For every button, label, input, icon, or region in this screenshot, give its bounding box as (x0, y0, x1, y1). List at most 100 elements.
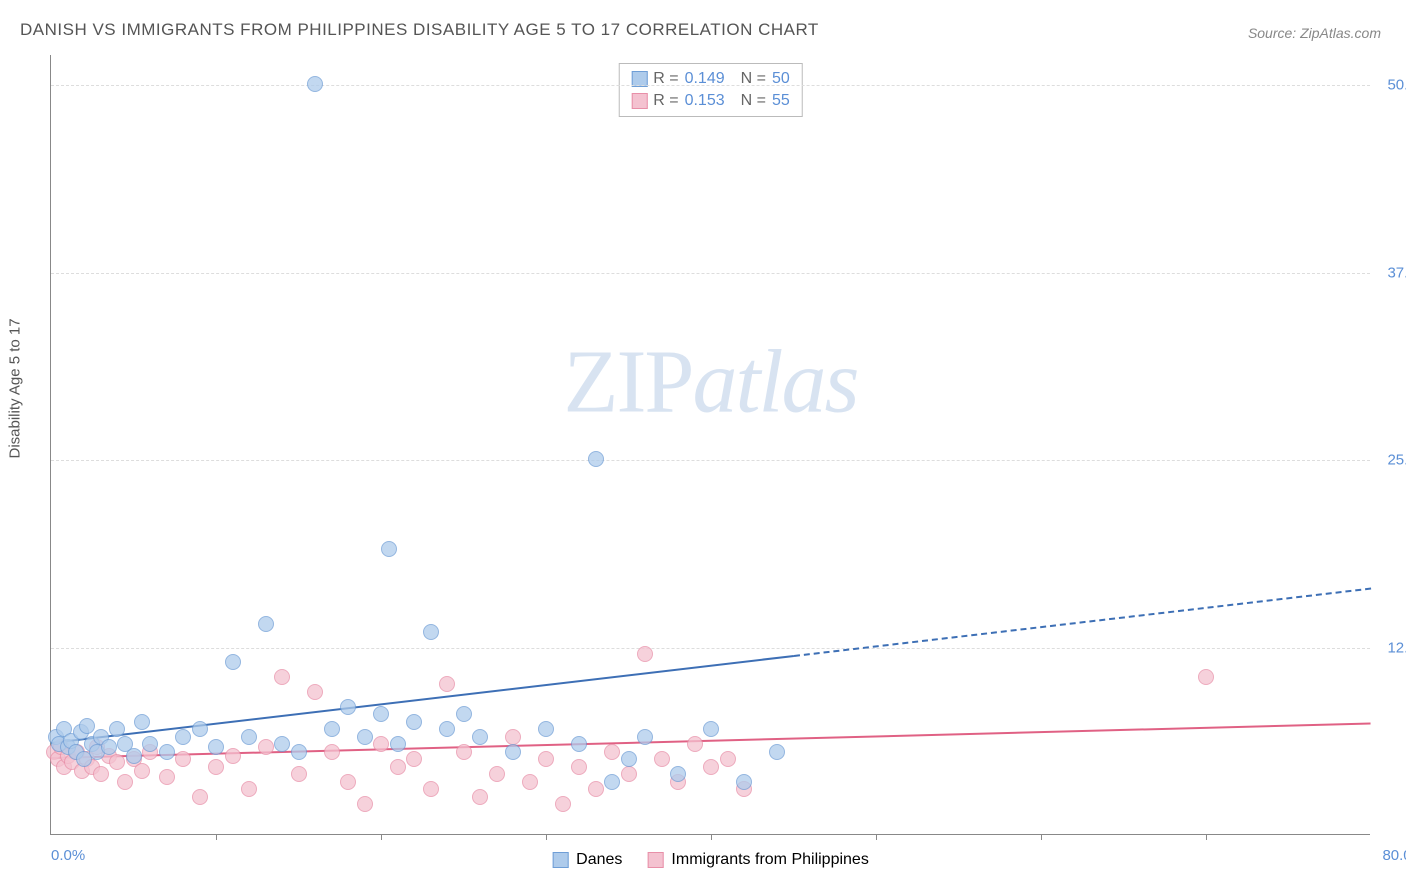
y-tick-label: 37.5% (1387, 264, 1406, 281)
data-point-philippines (324, 744, 340, 760)
data-point-philippines (225, 748, 241, 764)
data-point-danes (571, 736, 587, 752)
x-tick (1206, 834, 1207, 840)
swatch-philippines-bottom (647, 852, 663, 868)
data-point-danes (258, 616, 274, 632)
source-attribution: Source: ZipAtlas.com (1248, 25, 1381, 41)
legend-label-danes: Danes (576, 851, 622, 869)
data-point-danes (373, 706, 389, 722)
data-point-philippines (588, 781, 604, 797)
data-point-danes (472, 729, 488, 745)
y-tick-label: 25.0% (1387, 452, 1406, 469)
data-point-philippines (439, 676, 455, 692)
grid-line (51, 85, 1370, 86)
data-point-philippines (505, 729, 521, 745)
data-point-philippines (423, 781, 439, 797)
data-point-philippines (134, 763, 150, 779)
data-point-danes (142, 736, 158, 752)
data-point-danes (340, 699, 356, 715)
data-point-danes (769, 744, 785, 760)
grid-line (51, 648, 1370, 649)
data-point-danes (736, 774, 752, 790)
data-point-danes (621, 751, 637, 767)
n-prefix: N = (741, 92, 766, 110)
data-point-danes (406, 714, 422, 730)
legend-item-danes: Danes (552, 851, 622, 869)
chart-area: ZIPatlas R = 0.149 N = 50 R = 0.153 N = … (50, 55, 1370, 835)
data-point-danes (703, 721, 719, 737)
data-point-philippines (373, 736, 389, 752)
data-point-philippines (258, 739, 274, 755)
data-point-philippines (274, 669, 290, 685)
data-point-danes (637, 729, 653, 745)
chart-title: DANISH VS IMMIGRANTS FROM PHILIPPINES DI… (20, 20, 819, 40)
grid-line (51, 460, 1370, 461)
data-point-danes (439, 721, 455, 737)
x-tick (546, 834, 547, 840)
legend-label-philippines: Immigrants from Philippines (671, 851, 868, 869)
data-point-philippines (1198, 669, 1214, 685)
legend-stats: R = 0.149 N = 50 R = 0.153 N = 55 (618, 63, 803, 117)
y-tick-label: 12.5% (1387, 639, 1406, 656)
data-point-philippines (175, 751, 191, 767)
data-point-philippines (654, 751, 670, 767)
data-point-philippines (340, 774, 356, 790)
x-tick (876, 834, 877, 840)
data-point-philippines (109, 754, 125, 770)
data-point-danes (588, 451, 604, 467)
legend-series: Danes Immigrants from Philippines (552, 851, 869, 869)
data-point-philippines (406, 751, 422, 767)
data-point-danes (390, 736, 406, 752)
data-point-philippines (571, 759, 587, 775)
data-point-danes (225, 654, 241, 670)
data-point-philippines (637, 646, 653, 662)
data-point-philippines (93, 766, 109, 782)
data-point-philippines (621, 766, 637, 782)
data-point-philippines (390, 759, 406, 775)
data-point-philippines (291, 766, 307, 782)
data-point-philippines (117, 774, 133, 790)
data-point-danes (538, 721, 554, 737)
data-point-danes (324, 721, 340, 737)
x-start-label: 0.0% (51, 847, 85, 864)
grid-line (51, 273, 1370, 274)
data-point-danes (208, 739, 224, 755)
legend-stats-row-danes: R = 0.149 N = 50 (631, 68, 790, 90)
data-point-danes (134, 714, 150, 730)
data-point-danes (456, 706, 472, 722)
x-tick (381, 834, 382, 840)
x-tick (711, 834, 712, 840)
data-point-philippines (472, 789, 488, 805)
watermark-atlas: atlas (692, 333, 857, 432)
x-end-label: 80.0% (1382, 847, 1406, 864)
data-point-danes (291, 744, 307, 760)
data-point-philippines (456, 744, 472, 760)
data-point-danes (126, 748, 142, 764)
data-point-philippines (192, 789, 208, 805)
data-point-philippines (720, 751, 736, 767)
r-prefix: R = (653, 92, 678, 110)
data-point-danes (274, 736, 290, 752)
data-point-philippines (357, 796, 373, 812)
data-point-philippines (604, 744, 620, 760)
data-point-danes (604, 774, 620, 790)
x-tick (216, 834, 217, 840)
data-point-philippines (489, 766, 505, 782)
data-point-philippines (538, 751, 554, 767)
y-axis-label: Disability Age 5 to 17 (7, 318, 24, 458)
data-point-danes (357, 729, 373, 745)
data-point-danes (192, 721, 208, 737)
data-point-danes (101, 739, 117, 755)
data-point-philippines (703, 759, 719, 775)
data-point-philippines (307, 684, 323, 700)
data-point-danes (241, 729, 257, 745)
trend-line (51, 655, 794, 744)
x-tick (1041, 834, 1042, 840)
data-point-philippines (159, 769, 175, 785)
r-value-philippines: 0.153 (685, 92, 725, 110)
n-value-philippines: 55 (772, 92, 790, 110)
data-point-danes (109, 721, 125, 737)
data-point-philippines (687, 736, 703, 752)
data-point-philippines (555, 796, 571, 812)
watermark-zip: ZIP (563, 333, 692, 432)
